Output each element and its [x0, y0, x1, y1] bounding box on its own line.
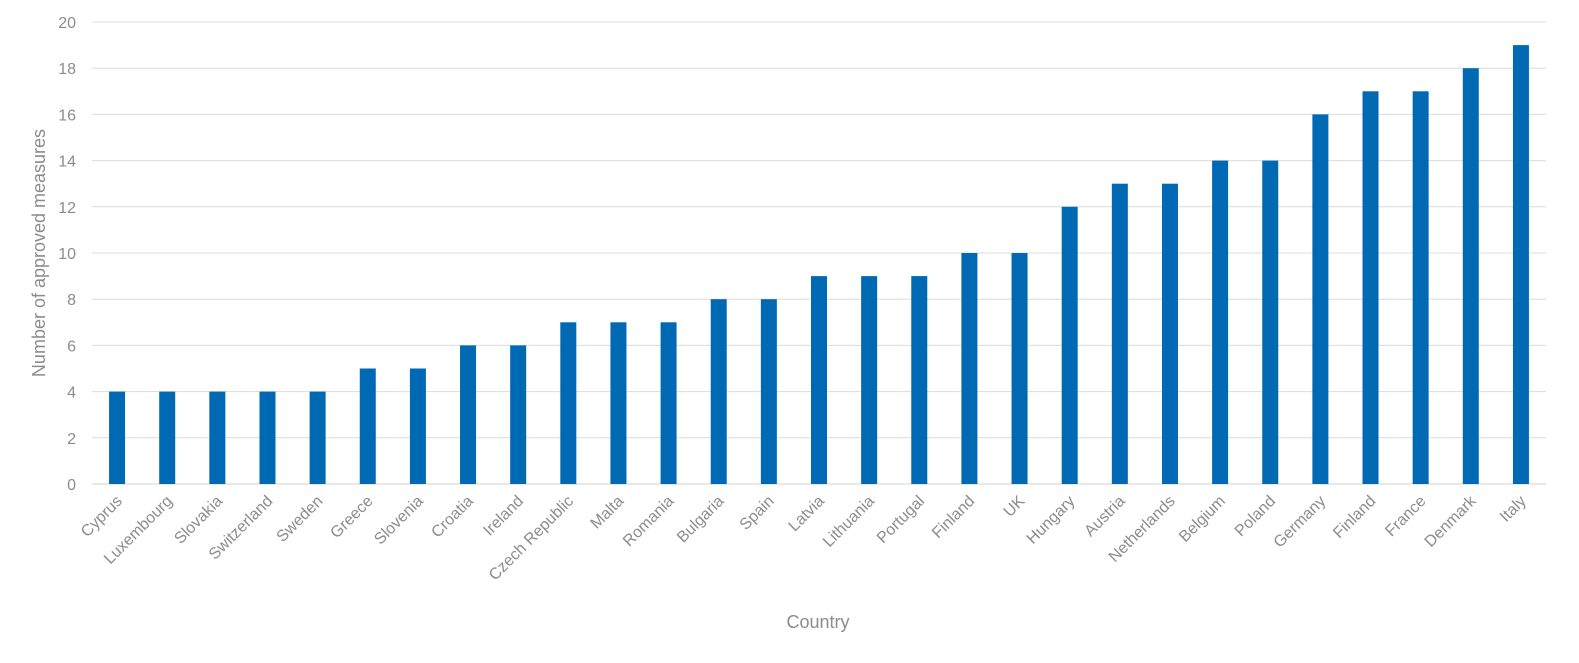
bars	[109, 45, 1529, 485]
x-tick-label: Austria	[1081, 493, 1128, 540]
x-tick-label: Croatia	[428, 493, 477, 542]
x-tick-label: Belgium	[1176, 493, 1229, 546]
bar	[811, 276, 827, 484]
x-tick-label: Malta	[588, 493, 628, 533]
bar	[1412, 91, 1429, 485]
x-tick-label: Germany	[1271, 493, 1330, 552]
bar	[961, 253, 978, 484]
bar	[610, 322, 627, 484]
x-tick-label: Latvia	[786, 493, 828, 535]
y-tick-label: 4	[67, 385, 76, 402]
y-tick-label: 6	[67, 338, 76, 355]
bar	[460, 345, 477, 484]
y-tick-label: 16	[58, 107, 76, 124]
x-tick-label: Finland	[1330, 493, 1379, 542]
x-tick-label: Ireland	[480, 493, 527, 540]
bar	[510, 345, 527, 484]
bar	[710, 299, 727, 484]
y-axis-ticks: 0 2 4 6 8 10 12 14 16 18 20	[58, 15, 76, 494]
bar	[309, 391, 326, 484]
bar	[1111, 183, 1128, 484]
bar	[159, 391, 176, 484]
y-tick-label: 14	[58, 154, 76, 171]
x-tick-label: Portugal	[874, 493, 928, 547]
x-tick-label: Cyprus	[78, 493, 126, 541]
bar	[109, 391, 126, 484]
x-tick-label: Bulgaria	[674, 493, 728, 547]
bar	[409, 368, 426, 484]
y-tick-label: 8	[67, 292, 76, 309]
bar	[1011, 253, 1028, 484]
bar	[861, 276, 878, 484]
x-tick-label: Finland	[929, 493, 978, 542]
x-tick-label: Denmark	[1422, 492, 1481, 551]
y-tick-label: 20	[58, 15, 76, 32]
x-tick-label: Greece	[327, 493, 376, 542]
bar	[359, 368, 376, 484]
y-axis-title: Number of approved measures	[29, 129, 49, 377]
x-tick-label: UK	[1001, 493, 1029, 521]
bar	[560, 322, 577, 484]
bar	[1312, 114, 1329, 485]
y-tick-label: 12	[58, 200, 76, 217]
y-tick-label: 0	[67, 477, 76, 494]
bar	[1462, 68, 1479, 484]
bar	[1512, 45, 1529, 484]
x-tick-label: Hungary	[1024, 493, 1079, 548]
bar	[1262, 160, 1279, 484]
bar	[259, 391, 276, 484]
x-tick-label: Czech Republic	[486, 493, 577, 584]
x-tick-label: Italy	[1497, 493, 1530, 526]
x-tick-label: Sweden	[274, 493, 327, 546]
bar	[1061, 206, 1078, 485]
bar	[911, 276, 928, 484]
y-tick-label: 2	[67, 431, 76, 448]
x-tick-label: Slovenia	[371, 493, 426, 548]
bar	[1362, 91, 1379, 485]
x-axis-title: Country	[786, 612, 849, 632]
x-axis-ticks: CyprusLuxembourgSlovakiaSwitzerlandSwede…	[78, 492, 1530, 584]
y-tick-label: 18	[58, 61, 76, 78]
x-tick-label: Romania	[620, 493, 677, 550]
bar	[1161, 183, 1178, 484]
bar	[1212, 160, 1229, 484]
bar	[760, 299, 777, 484]
y-tick-label: 10	[58, 246, 76, 263]
x-tick-label: Spain	[737, 493, 778, 534]
bar	[660, 322, 677, 484]
x-tick-label: Lithuania	[820, 493, 878, 551]
bar	[209, 391, 226, 484]
x-tick-label: Poland	[1232, 493, 1279, 540]
x-tick-label: France	[1382, 493, 1429, 540]
